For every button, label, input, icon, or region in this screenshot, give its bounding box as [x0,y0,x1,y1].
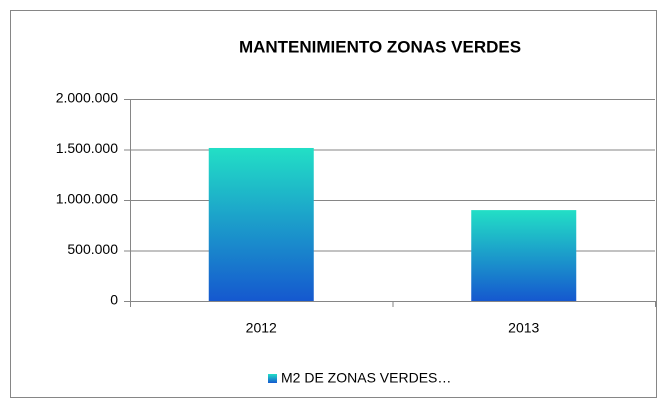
bar [208,147,314,301]
chart-frame [10,10,657,398]
bar [471,210,577,301]
y-tick-label: 1.000.000 [56,191,118,207]
y-tick-label: 2.000.000 [56,90,118,106]
x-tick-label: 2013 [508,320,539,336]
legend-label: M2 DE ZONAS VERDES… [281,370,451,386]
legend-swatch [268,374,277,383]
x-tick-label: 2012 [246,320,277,336]
y-tick-label: 500.000 [67,241,118,257]
chart-title: MANTENIMIENTO ZONAS VERDES [239,37,521,56]
y-tick-label: 1.500.000 [56,140,118,156]
y-tick-label: 0 [110,292,118,308]
